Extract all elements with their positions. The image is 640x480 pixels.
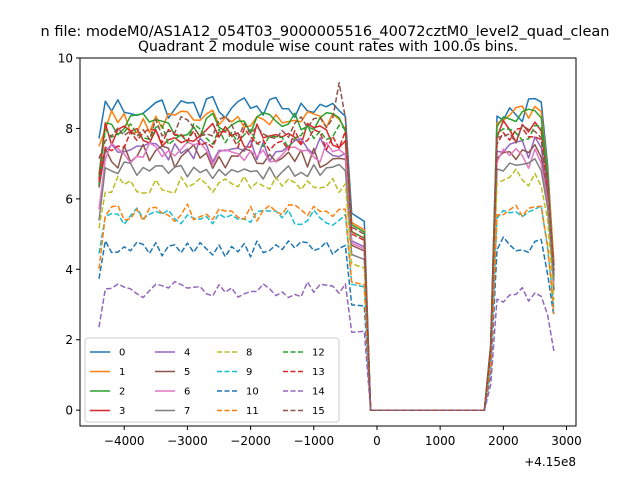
y-axis: 0 2 4 6 8 10	[58, 52, 80, 418]
series-line-15	[98, 81, 555, 411]
x-tick-label: −1000	[293, 434, 334, 448]
x-offset-label: +4.15e8	[524, 455, 576, 469]
legend-label-0: 0	[119, 348, 125, 359]
y-tick-label: 4	[65, 263, 73, 277]
legend-label-13: 13	[312, 367, 325, 378]
series-line-1	[98, 105, 555, 411]
x-tick-label: 1000	[425, 434, 456, 448]
x-tick-label: 0	[373, 434, 381, 448]
series-line-9	[98, 205, 555, 411]
x-tick-label: −3000	[167, 434, 208, 448]
x-tick-label: −4000	[104, 434, 145, 448]
plot-frame	[79, 57, 577, 427]
y-tick-label: 2	[65, 333, 73, 347]
legend-box	[84, 337, 340, 423]
series-layer	[98, 81, 555, 411]
series-line-0	[98, 95, 555, 411]
x-tick-label: 2000	[488, 434, 519, 448]
y-tick-label: 0	[65, 404, 73, 418]
series-line-12	[98, 123, 555, 411]
chart-suptitle: n file: modeM0/AS1A12_054T03_9000005516_…	[41, 24, 610, 40]
x-axis: −4000 −3000 −2000 −1000 0 1000 2000 3000	[104, 426, 582, 448]
x-tick-label: 3000	[551, 434, 582, 448]
y-tick-label: 8	[65, 122, 73, 136]
legend-label-3: 3	[119, 406, 125, 417]
legend-label-7: 7	[184, 406, 190, 417]
legend-label-9: 9	[246, 367, 252, 378]
series-line-8	[98, 168, 555, 411]
series-line-10	[98, 236, 555, 411]
legend-label-12: 12	[312, 348, 325, 359]
legend-label-11: 11	[246, 406, 259, 417]
legend-label-5: 5	[184, 367, 190, 378]
y-tick-label: 6	[65, 192, 73, 206]
legend-label-2: 2	[119, 387, 125, 398]
legend-label-15: 15	[312, 406, 325, 417]
chart-title: Quadrant 2 module wise count rates with …	[138, 39, 518, 55]
series-line-14	[98, 280, 555, 411]
series-line-11	[98, 203, 555, 411]
series-line-7	[98, 158, 555, 411]
legend-label-6: 6	[184, 387, 190, 398]
legend-label-1: 1	[119, 367, 125, 378]
legend-label-10: 10	[246, 387, 259, 398]
y-tick-label: 10	[58, 52, 73, 66]
legend-label-14: 14	[312, 387, 325, 398]
x-tick-label: −2000	[230, 434, 271, 448]
legend-label-8: 8	[246, 348, 252, 359]
legend-label-4: 4	[184, 348, 190, 359]
